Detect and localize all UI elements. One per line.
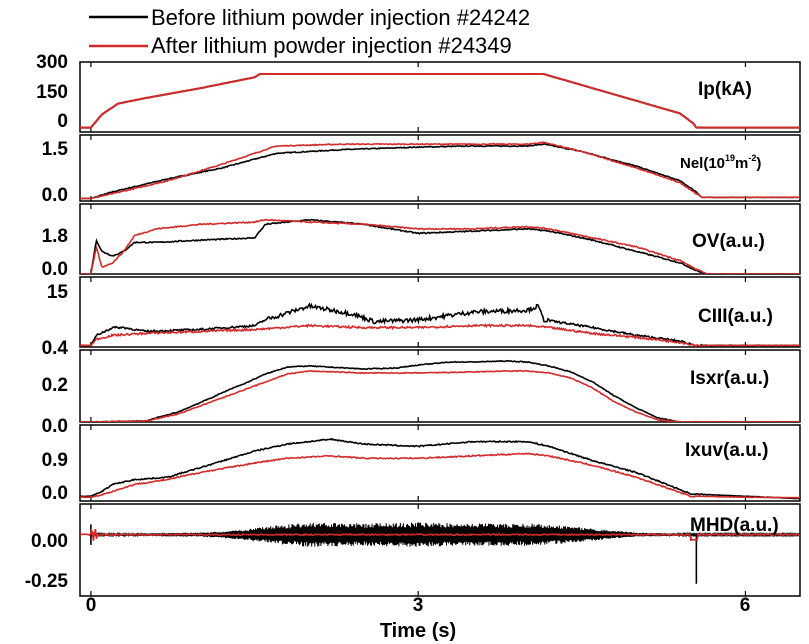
panel-traces-ciii	[80, 302, 800, 347]
series-line-ov-before	[80, 218, 800, 274]
xtick-3: 3	[413, 595, 424, 616]
panel-traces-ov	[80, 218, 800, 274]
ytick-ip-0: 0	[57, 111, 68, 132]
ytick-isxr-0p2: 0.2	[42, 375, 68, 396]
series-line-nel-before	[80, 143, 800, 200]
panel-frame-ip	[79, 61, 801, 133]
ytick-mhd-0: 0.00	[31, 531, 68, 552]
ytick-mhd-m0p25: -0.25	[25, 571, 69, 592]
panel-ip	[79, 61, 801, 133]
series-line-nel-after	[80, 141, 800, 200]
panel-frame-ov	[79, 203, 801, 275]
panel-ciii	[79, 276, 801, 348]
nel-label-exp1: 19	[725, 153, 735, 163]
series-line-ixuv-before	[80, 437, 800, 500]
ytick-isxr-0: 0.0	[42, 416, 68, 437]
panel-label-ip: Ip(kA)	[698, 79, 752, 100]
panels	[79, 61, 801, 597]
ytick-nel-0: 0.0	[42, 185, 68, 206]
panel-label-ov: OV(a.u.)	[692, 231, 765, 252]
panel-label-ciii: CIII(a.u.)	[698, 306, 773, 327]
series-line-ciii-after	[80, 323, 800, 347]
xtick-6: 6	[740, 595, 751, 616]
panel-label-ixuv: Ixuv(a.u.)	[685, 440, 768, 461]
ytick-ov-1p8: 1.8	[42, 226, 68, 247]
series-line-ip-before	[80, 73, 800, 129]
series-line-ciii-before	[80, 302, 800, 347]
panel-frame-isxr	[79, 349, 801, 423]
panel-isxr	[79, 349, 801, 423]
panel-traces-ixuv	[80, 437, 800, 500]
ytick-ixuv-0p9: 0.9	[42, 450, 68, 471]
ytick-ip-150: 150	[36, 82, 68, 103]
ytick-ov-0: 0.0	[42, 259, 68, 280]
series-line-ixuv-after	[80, 452, 800, 499]
panel-frame-ciii	[79, 276, 801, 348]
panel-nel	[79, 134, 801, 202]
legend: Before lithium powder injection #24242 A…	[89, 5, 530, 58]
panel-frame-nel	[79, 134, 801, 202]
ytick-ip-300: 300	[36, 52, 68, 73]
x-axis-label: Time (s)	[380, 620, 456, 642]
series-line-ov-after	[80, 218, 800, 274]
ytick-ixuv-0: 0.0	[42, 483, 68, 504]
ytick-ciii-15: 15	[47, 282, 69, 303]
nel-label-mid: m	[735, 155, 748, 172]
panel-frame-mhd	[79, 503, 801, 597]
legend-label-before: Before lithium powder injection #24242	[151, 5, 530, 30]
nel-label-close: )	[756, 155, 761, 172]
nel-label-exp2: -2	[748, 153, 756, 163]
panel-traces-isxr	[80, 359, 800, 422]
panel-ov	[79, 203, 801, 275]
panel-traces-mhd	[80, 522, 800, 584]
series-line-isxr-after	[80, 369, 800, 422]
nel-label-main: Nel(10	[680, 155, 725, 172]
panel-traces-nel	[80, 141, 800, 200]
panel-mhd	[79, 503, 801, 597]
ytick-nel-1p5: 1.5	[42, 139, 69, 160]
panel-label-isxr: Isxr(a.u.)	[690, 368, 769, 389]
series-line-ip-after	[80, 73, 800, 129]
panel-label-mhd: MHD(a.u.)	[690, 515, 779, 536]
panel-traces-ip	[80, 73, 800, 129]
legend-label-after: After lithium powder injection #24349	[151, 33, 512, 58]
ytick-ciii-0p4: 0.4	[42, 338, 69, 359]
panel-frame-ixuv	[79, 424, 801, 502]
series-line-mhd-after	[80, 528, 800, 541]
xtick-0: 0	[86, 595, 97, 616]
y-tick-labels: 300 150 0 1.5 0.0 1.8 0.0 15 0.4 0.2 0.0…	[25, 52, 69, 592]
panel-label-nel: Nel(1019m-2)	[680, 153, 761, 172]
panel-ixuv	[79, 424, 801, 502]
